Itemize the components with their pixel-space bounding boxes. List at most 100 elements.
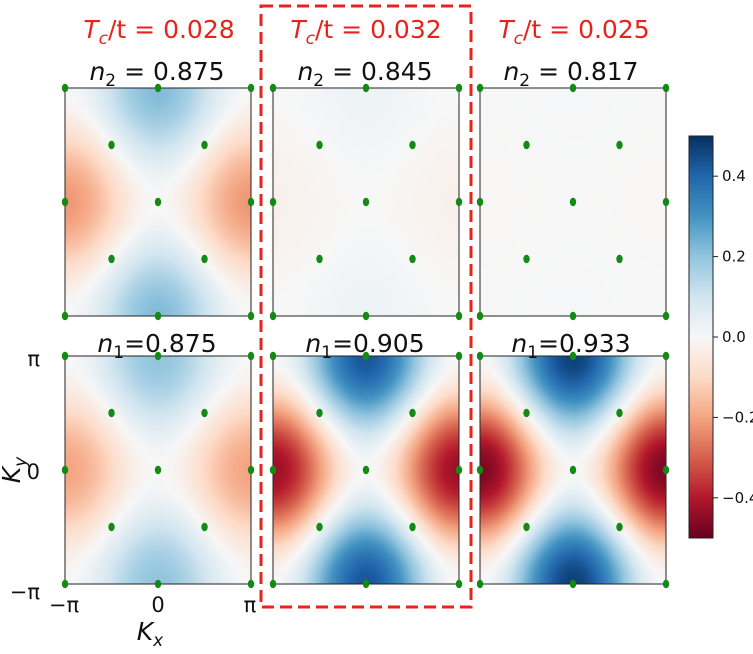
panel-bottom-2-label: n1=0.905 bbox=[305, 329, 424, 363]
marker-point bbox=[476, 311, 484, 321]
x-tick-zero: 0 bbox=[151, 593, 164, 617]
marker-point bbox=[61, 351, 69, 361]
marker-point bbox=[61, 83, 69, 93]
column-3-tc-title: Tc/t = 0.025 bbox=[498, 15, 649, 49]
marker-point bbox=[316, 408, 323, 418]
panel-top-1-label: n2 = 0.875 bbox=[89, 57, 224, 91]
marker-point bbox=[662, 83, 670, 93]
colorbar bbox=[688, 135, 714, 539]
marker-point bbox=[616, 408, 623, 418]
marker-point bbox=[201, 140, 208, 150]
marker-point bbox=[616, 522, 623, 532]
marker-point bbox=[316, 140, 323, 150]
marker-point bbox=[569, 579, 577, 589]
marker-point bbox=[362, 311, 370, 321]
panel-bottom-1-label: n1=0.875 bbox=[97, 329, 216, 363]
marker-point bbox=[269, 465, 277, 475]
marker-point bbox=[569, 351, 577, 361]
panel-top-2-label: n2 = 0.845 bbox=[297, 57, 432, 91]
marker-point bbox=[362, 83, 370, 93]
marker-point bbox=[569, 197, 577, 207]
marker-point bbox=[362, 579, 370, 589]
marker-point bbox=[662, 311, 670, 321]
marker-point bbox=[476, 197, 484, 207]
marker-point bbox=[476, 579, 484, 589]
marker-point bbox=[362, 465, 370, 475]
marker-point bbox=[61, 465, 69, 475]
marker-point bbox=[476, 465, 484, 475]
marker-point bbox=[616, 254, 623, 264]
marker-point bbox=[523, 522, 530, 532]
marker-point bbox=[523, 140, 530, 150]
marker-point bbox=[154, 197, 162, 207]
marker-point bbox=[455, 311, 463, 321]
marker-point bbox=[362, 197, 370, 207]
marker-point bbox=[662, 351, 670, 361]
marker-point bbox=[108, 140, 115, 150]
x-tick-neg-pi: −π bbox=[49, 593, 80, 617]
marker-point bbox=[154, 465, 162, 475]
marker-point bbox=[61, 579, 69, 589]
marker-point bbox=[569, 465, 577, 475]
marker-point bbox=[662, 579, 670, 589]
marker-point bbox=[108, 254, 115, 264]
marker-point bbox=[476, 351, 484, 361]
panel-top-3-label: n2 = 0.817 bbox=[503, 57, 638, 91]
colorbar-tick-label: 0.4 bbox=[722, 167, 746, 185]
marker-point bbox=[662, 197, 670, 207]
marker-point bbox=[269, 579, 277, 589]
column-2-tc-title: Tc/t = 0.032 bbox=[290, 15, 441, 49]
marker-point bbox=[201, 408, 208, 418]
colorbar-tick-label: 0.2 bbox=[722, 248, 746, 266]
marker-point bbox=[455, 579, 463, 589]
marker-point bbox=[269, 83, 277, 93]
marker-point bbox=[455, 351, 463, 361]
colorbar-tick-label: −0.2 bbox=[722, 408, 753, 426]
colorbar-tick-label: 0.0 bbox=[722, 328, 746, 346]
marker-point bbox=[247, 465, 255, 475]
marker-point bbox=[616, 140, 623, 150]
marker-point bbox=[61, 311, 69, 321]
marker-point bbox=[455, 83, 463, 93]
marker-point bbox=[247, 351, 255, 361]
y-axis-label: Ky bbox=[0, 456, 31, 483]
marker-point bbox=[154, 351, 162, 361]
marker-point bbox=[455, 197, 463, 207]
marker-point bbox=[316, 522, 323, 532]
highlight-box bbox=[259, 4, 473, 609]
marker-point bbox=[409, 408, 416, 418]
marker-point bbox=[247, 197, 255, 207]
marker-point bbox=[523, 408, 530, 418]
marker-point bbox=[409, 140, 416, 150]
marker-point bbox=[247, 311, 255, 321]
marker-point bbox=[362, 351, 370, 361]
y-tick-pi: π bbox=[27, 347, 40, 371]
marker-point bbox=[269, 311, 277, 321]
marker-point bbox=[269, 197, 277, 207]
marker-point bbox=[409, 522, 416, 532]
marker-point bbox=[569, 83, 577, 93]
marker-point bbox=[201, 254, 208, 264]
marker-point bbox=[523, 254, 530, 264]
marker-point bbox=[476, 83, 484, 93]
marker-point bbox=[455, 465, 463, 475]
marker-point bbox=[154, 579, 162, 589]
marker-point bbox=[154, 311, 162, 321]
colorbar-tick-label: −0.4 bbox=[722, 489, 753, 507]
y-tick-neg-pi: −π bbox=[10, 580, 41, 604]
marker-point bbox=[154, 83, 162, 93]
marker-point bbox=[201, 522, 208, 532]
marker-point bbox=[662, 465, 670, 475]
marker-point bbox=[269, 351, 277, 361]
panel-bottom-3-label: n1=0.933 bbox=[511, 329, 630, 363]
y-tick-zero: 0 bbox=[27, 460, 40, 484]
x-tick-pi: π bbox=[244, 593, 257, 617]
marker-point bbox=[108, 522, 115, 532]
marker-point bbox=[409, 254, 416, 264]
column-1-tc-title: Tc/t = 0.028 bbox=[83, 15, 234, 49]
marker-point bbox=[61, 197, 69, 207]
marker-point bbox=[569, 311, 577, 321]
x-axis-label: Kx bbox=[137, 617, 164, 651]
marker-point bbox=[247, 579, 255, 589]
